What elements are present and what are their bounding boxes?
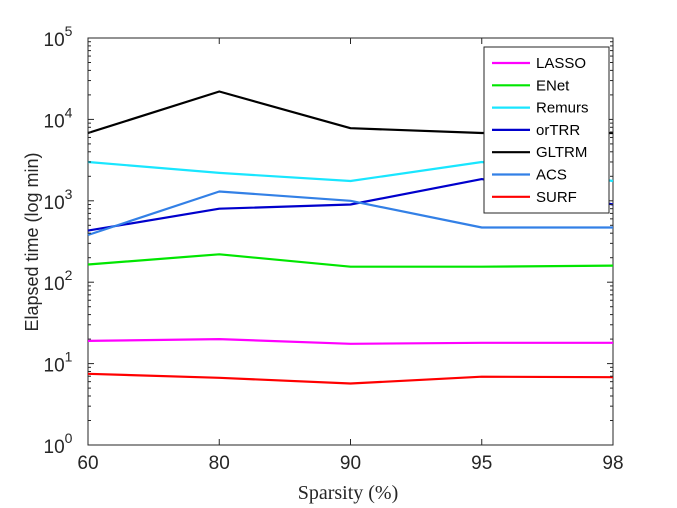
y-tick-label: 101 (44, 349, 73, 377)
legend-label: LASSO (536, 55, 586, 72)
y-tick-label: 103 (44, 186, 73, 214)
series-line-enet (87, 253, 614, 268)
legend-label: Remurs (536, 100, 589, 117)
x-axis-label: Sparsity (%) (298, 482, 399, 504)
series-line-acs (87, 190, 613, 237)
legend-label: GLTRM (536, 144, 587, 161)
series-line-surf (87, 372, 614, 385)
ticks-layer: 60 80 90 95 98 100 101 102 103 104 105 (44, 23, 624, 474)
y-tick-label: 102 (44, 267, 73, 295)
x-tick-label: 98 (602, 453, 623, 474)
x-tick-label: 80 (209, 453, 230, 474)
legend-label: orTRR (536, 122, 580, 139)
series-line-lasso (87, 338, 613, 345)
y-tick-label: 100 (44, 430, 73, 458)
y-axis-label: Elapsed time (log min) (22, 152, 42, 331)
legend-label: ACS (536, 167, 567, 184)
y-tick-label: 105 (44, 23, 73, 51)
legend: LASSO ENet Remurs orTRR GLTRM ACS SURF (483, 46, 610, 214)
x-tick-label: 60 (77, 453, 98, 474)
y-tick-label: 104 (44, 104, 73, 132)
x-tick-label: 95 (471, 453, 492, 474)
legend-label: SURF (536, 189, 577, 206)
x-tick-label: 90 (340, 453, 361, 474)
legend-label: ENet (536, 77, 570, 94)
series-layer (87, 90, 614, 385)
